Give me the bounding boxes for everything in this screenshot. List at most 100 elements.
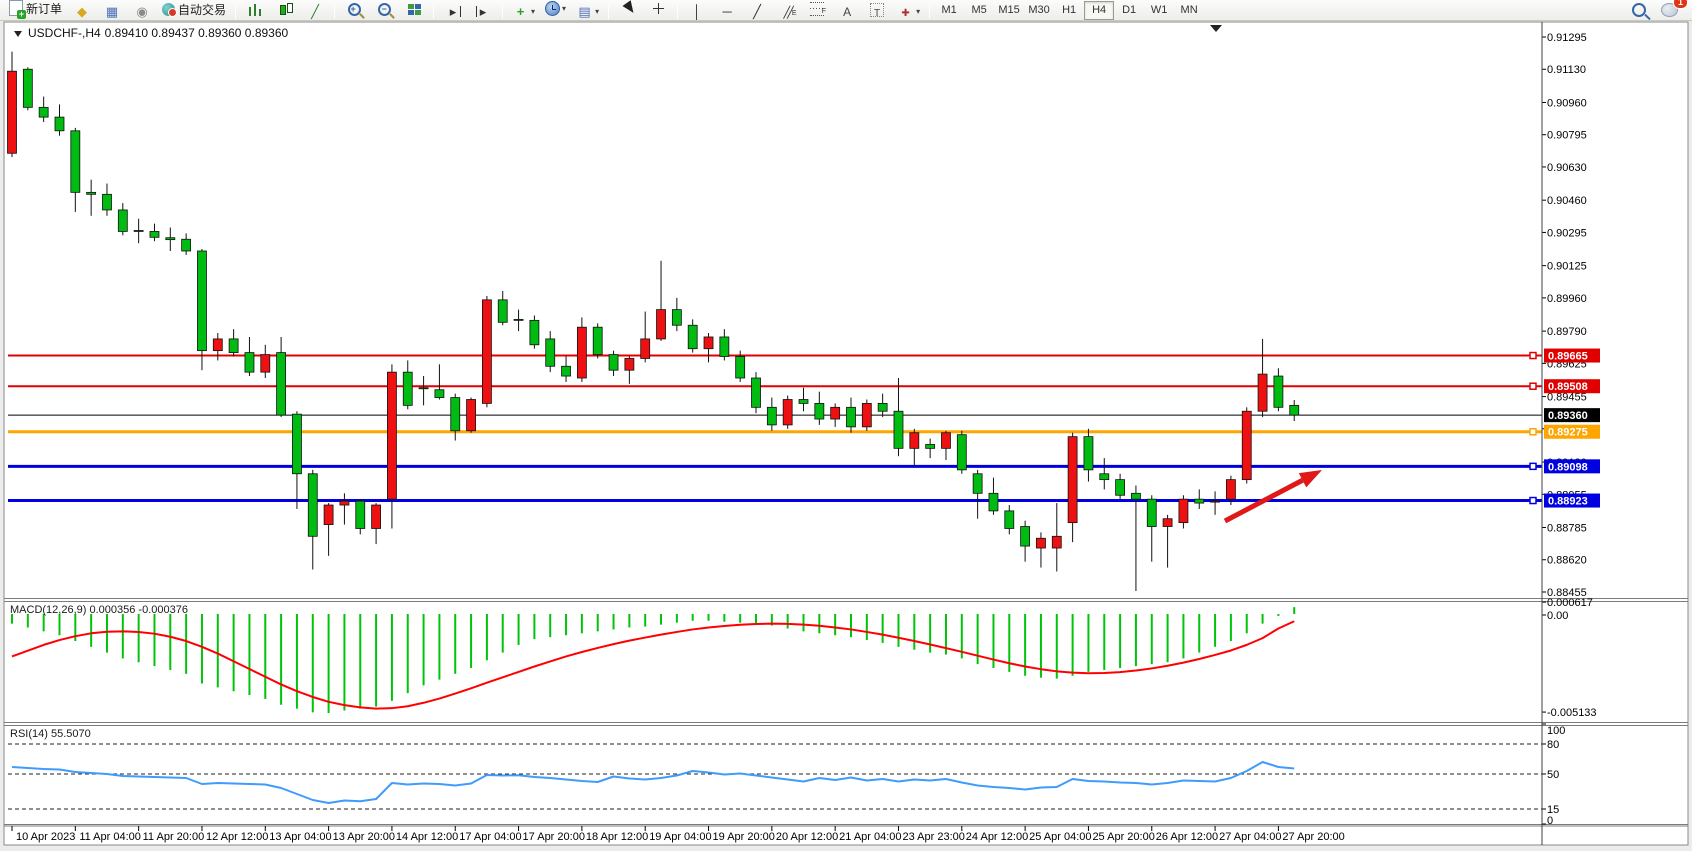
timeframe-d1-button[interactable]: D1 bbox=[1122, 4, 1137, 16]
fibonacci-button[interactable] bbox=[803, 0, 831, 19]
timeframe-mn-button[interactable]: MN bbox=[1180, 4, 1198, 16]
periods-icon bbox=[545, 1, 561, 17]
candle bbox=[22, 67, 33, 111]
zoom-in-button[interactable] bbox=[340, 0, 368, 20]
collapse-triangle-icon[interactable] bbox=[14, 31, 22, 37]
timeframe-w1-button[interactable]: W1 bbox=[1150, 4, 1168, 16]
svg-text:0.89665: 0.89665 bbox=[1548, 351, 1588, 363]
new-order-button[interactable]: 新订单 bbox=[5, 0, 66, 20]
candle bbox=[102, 183, 112, 216]
candle bbox=[1115, 473, 1125, 500]
timeframe-m5-button[interactable]: M5 bbox=[971, 4, 987, 16]
templates-button[interactable]: ▾ bbox=[572, 2, 603, 22]
trend-arrow-annotation[interactable] bbox=[1223, 470, 1322, 524]
chart-shift-marker-icon[interactable] bbox=[1210, 25, 1222, 32]
search-button[interactable] bbox=[1625, 0, 1653, 20]
candle bbox=[181, 233, 192, 255]
indicators-button[interactable]: ▾ bbox=[508, 2, 539, 22]
candle bbox=[1273, 368, 1284, 412]
macd-axis-label: 0.00 bbox=[1547, 610, 1568, 622]
rsi-value: 55.5070 bbox=[50, 728, 91, 740]
candle bbox=[244, 336, 255, 377]
toolbar-separator bbox=[235, 5, 237, 20]
candle bbox=[861, 399, 872, 431]
price-tick-label: 0.89960 bbox=[1547, 293, 1587, 305]
time-axis: 10 Apr 2023 11 Apr 04:00 11 Apr 20:00 12 Ap… bbox=[11, 826, 1345, 843]
svg-text:0.88923: 0.88923 bbox=[1548, 496, 1588, 508]
auto-scroll-button[interactable] bbox=[469, 2, 497, 22]
candle bbox=[513, 309, 524, 332]
tile-windows-button[interactable] bbox=[400, 0, 428, 20]
hline-endpoint-marker[interactable] bbox=[1529, 496, 1537, 505]
hline-endpoint-marker[interactable] bbox=[1529, 382, 1537, 390]
time-tick-label: 11 Apr 04:00 bbox=[79, 831, 141, 843]
candle bbox=[830, 403, 841, 427]
price-tick-label: 0.90960 bbox=[1547, 97, 1587, 109]
timeframe-h4-button[interactable]: H4 bbox=[1084, 0, 1115, 20]
toolbar: 新订单 自动交易 ▾ ▾ ▾ ▾ M1 M5 M15 M30 H1 H4 D1 W1 MN 1 bbox=[0, 0, 1692, 21]
time-tick-label: 10 Apr 2023 bbox=[16, 831, 75, 843]
arrows-button[interactable]: ▾ bbox=[893, 2, 924, 22]
zoom-out-icon bbox=[377, 2, 391, 17]
candle bbox=[1004, 505, 1015, 535]
candle bbox=[371, 503, 381, 545]
periods-button[interactable]: ▾ bbox=[541, 0, 570, 19]
candle bbox=[956, 430, 967, 474]
chart-window-frame bbox=[3, 21, 1689, 846]
candle bbox=[624, 356, 635, 384]
candle bbox=[212, 333, 223, 361]
equidistant-channel-button[interactable] bbox=[773, 2, 801, 22]
toolbar-separator bbox=[502, 5, 504, 20]
price-tick-label: 0.88620 bbox=[1547, 555, 1587, 567]
hline-endpoint-marker[interactable] bbox=[1529, 462, 1537, 471]
time-tick-label: 11 Apr 20:00 bbox=[143, 831, 205, 843]
hline-endpoint-marker[interactable] bbox=[1529, 351, 1537, 360]
rsi-axis-label: 15 bbox=[1547, 804, 1559, 816]
candle bbox=[1131, 485, 1141, 592]
text-label-button[interactable] bbox=[863, 0, 891, 20]
candle bbox=[893, 378, 904, 457]
timeframe-m30-button[interactable]: M30 bbox=[1028, 4, 1050, 16]
chart-shift-button[interactable] bbox=[439, 2, 467, 22]
macd-indicator-label: MACD(12,26,9) 0.000356 -0.000376 bbox=[10, 604, 188, 616]
candle bbox=[1146, 495, 1157, 562]
rsi-axis-label: 0 bbox=[1547, 815, 1553, 827]
time-tick-label: 27 Apr 04:00 bbox=[1219, 831, 1281, 843]
candle bbox=[1241, 407, 1252, 484]
chart-title[interactable]: USDCHF-,H4 0.89410 0.89437 0.89360 0.8936… bbox=[14, 26, 288, 40]
auto-trading-button[interactable]: 自动交易 bbox=[158, 0, 230, 20]
auto-scroll-icon bbox=[475, 4, 492, 19]
new-order-label: 新订单 bbox=[26, 1, 63, 16]
candlestick-button[interactable] bbox=[271, 0, 299, 19]
timeframe-m15-button[interactable]: M15 bbox=[998, 4, 1020, 16]
candle bbox=[418, 376, 429, 406]
candle bbox=[988, 477, 999, 515]
zoom-out-button[interactable] bbox=[370, 0, 398, 20]
candle bbox=[1257, 338, 1268, 418]
time-tick-label: 19 Apr 20:00 bbox=[713, 831, 775, 843]
candle bbox=[1051, 503, 1062, 572]
candle bbox=[735, 350, 746, 382]
fibonacci-icon bbox=[810, 2, 826, 19]
candle bbox=[1162, 514, 1173, 568]
candlestick-series bbox=[7, 51, 1300, 592]
crosshair-button[interactable] bbox=[644, 0, 672, 19]
timeframe-m1-button[interactable]: M1 bbox=[941, 4, 957, 16]
candle bbox=[798, 387, 809, 412]
time-tick-label: 19 Apr 04:00 bbox=[649, 831, 711, 843]
rsi-axis-label: 50 bbox=[1547, 769, 1559, 781]
dropdown-caret-icon: ▾ bbox=[531, 7, 536, 17]
toolbar-right: 1 bbox=[1624, 0, 1692, 20]
price-flag-0.89665: 0.89665 bbox=[1544, 348, 1600, 363]
candle bbox=[671, 297, 682, 332]
candle bbox=[1083, 428, 1094, 482]
bar-chart-button[interactable] bbox=[241, 0, 269, 20]
candle bbox=[703, 333, 714, 363]
notifications-button[interactable]: 1 bbox=[1655, 0, 1688, 20]
macd-axis-label: 0.000617 bbox=[1547, 597, 1593, 609]
timeframe-h1-button[interactable]: H1 bbox=[1062, 4, 1077, 16]
hline-endpoint-marker[interactable] bbox=[1529, 427, 1537, 436]
svg-text:0.89275: 0.89275 bbox=[1548, 427, 1588, 439]
price-tick-label: 0.88455 bbox=[1547, 587, 1587, 599]
